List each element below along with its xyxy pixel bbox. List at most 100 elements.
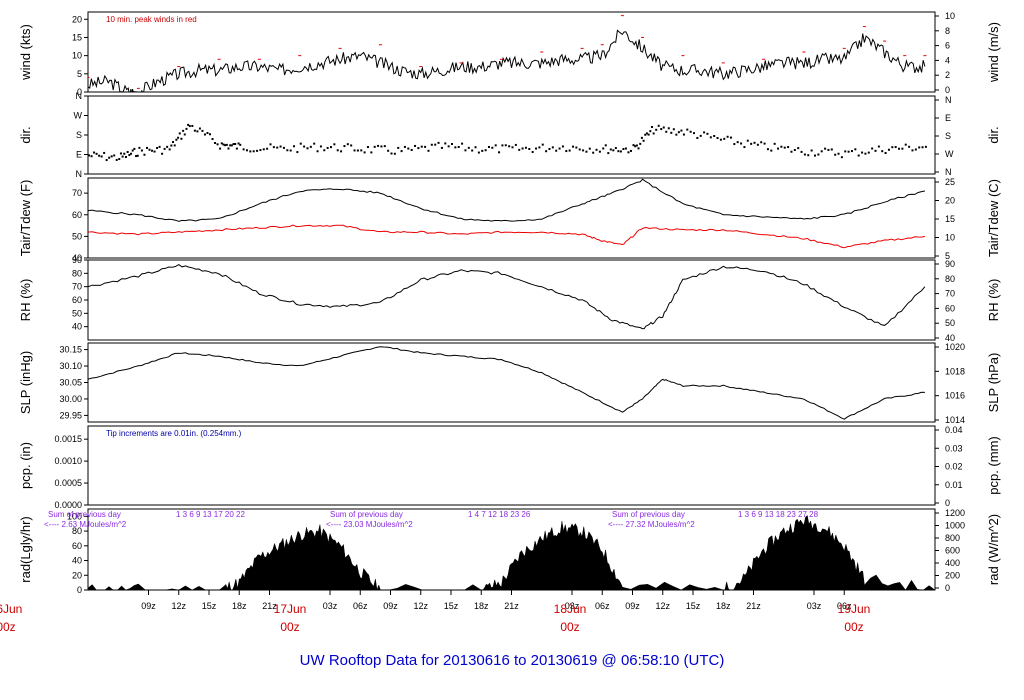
dir-point bbox=[289, 149, 292, 152]
dir-point bbox=[861, 151, 864, 154]
dir-point bbox=[830, 148, 833, 151]
dir-point bbox=[393, 152, 396, 155]
dir-point bbox=[140, 149, 143, 152]
dir-point bbox=[121, 155, 124, 158]
dir-point bbox=[201, 129, 204, 132]
dir-point bbox=[403, 145, 406, 148]
dir-point bbox=[619, 150, 622, 153]
dir-point bbox=[168, 148, 171, 151]
ytick-label: 10 bbox=[72, 51, 82, 61]
xtick-label: 09z bbox=[141, 601, 156, 611]
dir-point bbox=[118, 158, 121, 161]
dir-point bbox=[126, 150, 129, 153]
dir-point bbox=[163, 147, 166, 150]
dir-point bbox=[227, 147, 230, 150]
radiation-area bbox=[88, 515, 935, 590]
ylabel-right-rh: RH (%) bbox=[986, 279, 1001, 322]
dir-point bbox=[229, 144, 232, 147]
dir-point bbox=[356, 149, 359, 152]
xtick-label: 15z bbox=[444, 601, 459, 611]
dir-point bbox=[319, 145, 322, 148]
ytick-label: 0.0015 bbox=[54, 434, 82, 444]
dir-point bbox=[336, 149, 339, 152]
dir-point bbox=[595, 148, 598, 151]
ytick-label: 30.10 bbox=[59, 361, 82, 371]
dir-point bbox=[814, 154, 816, 157]
ytick-label: 5 bbox=[77, 69, 82, 79]
dir-point bbox=[578, 148, 581, 151]
dir-point bbox=[447, 145, 450, 148]
dir-point bbox=[88, 154, 90, 157]
rad-sum-label: Sum of previous day bbox=[48, 510, 121, 519]
ytick-right-label: 0 bbox=[945, 583, 950, 593]
dir-point bbox=[249, 150, 252, 153]
dir-point bbox=[299, 142, 302, 145]
panel-temp: 40 50 60 70 5 10 15 20 25 Tair/Tdew (F) Tair/Tdew … bbox=[18, 177, 1001, 263]
dir-point bbox=[793, 149, 796, 152]
ytick-label: 0 bbox=[77, 87, 82, 97]
dir-point bbox=[614, 147, 617, 150]
ytick-right-label: 50 bbox=[945, 318, 955, 328]
day-label-time: 00z bbox=[560, 620, 579, 634]
dir-point bbox=[682, 133, 685, 136]
day-label-date: 18Jun bbox=[554, 602, 587, 616]
dir-point bbox=[840, 156, 843, 159]
dir-point bbox=[330, 146, 332, 149]
dir-point bbox=[773, 142, 776, 145]
dir-point bbox=[655, 128, 658, 131]
xtick-label: 12z bbox=[413, 601, 428, 611]
dir-point bbox=[343, 145, 346, 148]
ytick-right-label: 600 bbox=[945, 546, 960, 556]
dir-point bbox=[380, 145, 383, 148]
dir-point bbox=[252, 150, 255, 153]
x-axis: 09z 12z 15z 18z 21z 03z 06z 09z 12z 15z 18z 21z 03z 0… bbox=[0, 590, 870, 634]
dir-point bbox=[693, 132, 695, 135]
dir-point bbox=[178, 132, 181, 135]
dir-point bbox=[511, 146, 514, 149]
dir-point bbox=[293, 145, 296, 148]
dir-point bbox=[551, 146, 554, 149]
dir-point bbox=[193, 129, 196, 132]
dir-point bbox=[135, 155, 138, 158]
series-group-rad bbox=[88, 515, 935, 590]
dir-point bbox=[699, 134, 702, 137]
dir-point bbox=[914, 148, 917, 151]
chart-title: UW Rooftop Data for 20130616 to 20130619… bbox=[300, 652, 725, 669]
xtick-label: 09z bbox=[383, 601, 398, 611]
dir-point bbox=[400, 150, 403, 153]
ytick-right-label: 200 bbox=[945, 571, 960, 581]
ylabel-temp: Tair/Tdew (F) bbox=[18, 180, 33, 257]
dir-point bbox=[481, 149, 484, 152]
ytick-right-label: 90 bbox=[945, 259, 955, 269]
dir-point bbox=[665, 130, 668, 133]
ytick-label: 30.00 bbox=[59, 394, 82, 404]
dir-point bbox=[235, 147, 238, 150]
dir-point bbox=[346, 143, 349, 146]
xtick-label: 21z bbox=[262, 601, 277, 611]
ytick-label: 70 bbox=[72, 188, 82, 198]
dir-point bbox=[877, 145, 880, 148]
ytick-right-label: 1200 bbox=[945, 508, 965, 518]
ytick-right-label: 40 bbox=[945, 333, 955, 343]
dir-point bbox=[262, 148, 265, 151]
dir-point bbox=[323, 149, 326, 152]
ytick-right-label: 400 bbox=[945, 558, 960, 568]
panel-pcp: 0.0000 0.0005 0.0010 0.0015 0 0.01 0.02 0.03 0.0… bbox=[18, 425, 1001, 510]
ytick-label: 20 bbox=[72, 570, 82, 580]
panel-frame-wind bbox=[87, 11, 936, 93]
day-label-date: 17Jun bbox=[274, 602, 307, 616]
ytick-right-label: S bbox=[945, 131, 951, 141]
ylabel-right-dir: dir. bbox=[986, 126, 1001, 143]
series-group-dir bbox=[88, 123, 927, 162]
dir-point bbox=[887, 148, 890, 151]
dir-point bbox=[787, 146, 790, 149]
dir-point bbox=[524, 146, 527, 149]
panel-rad: 020406080100020040060080010001200rad(Lgl… bbox=[18, 508, 1001, 595]
dir-point bbox=[216, 143, 219, 146]
xtick-label: 09z bbox=[625, 601, 640, 611]
ytick-label: 0 bbox=[77, 585, 82, 595]
dir-point bbox=[541, 143, 544, 146]
